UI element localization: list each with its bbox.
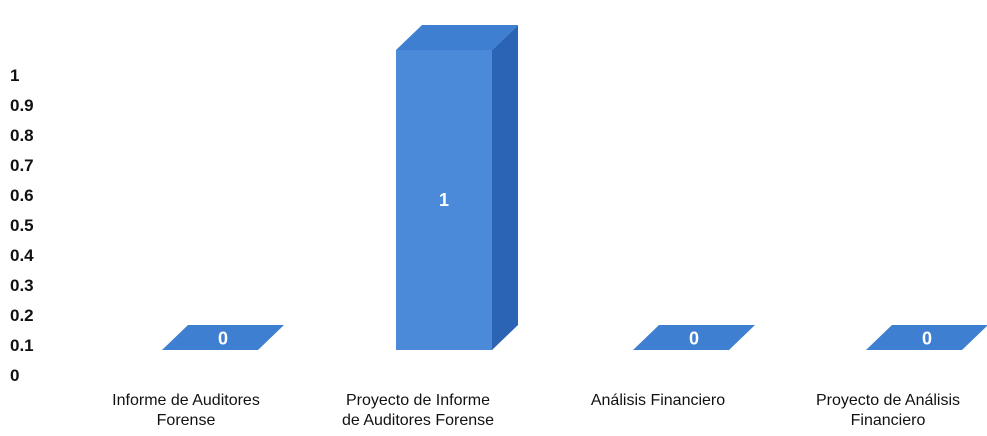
data-label: 0 xyxy=(689,329,699,349)
data-label: 0 xyxy=(922,329,932,349)
bar-top xyxy=(162,325,284,350)
y-tick-label: 0.1 xyxy=(10,336,34,355)
y-tick-label: 0.3 xyxy=(10,276,34,295)
y-tick-label: 0.5 xyxy=(10,216,34,235)
y-tick-label: 0.6 xyxy=(10,186,34,205)
bar-side xyxy=(492,25,518,350)
bar-top xyxy=(396,25,518,50)
y-tick-label: 0.4 xyxy=(10,246,34,265)
y-tick-label: 1 xyxy=(10,66,19,85)
y-tick-label: 0.7 xyxy=(10,156,34,175)
y-tick-label: 0.2 xyxy=(10,306,34,325)
bar: 1 xyxy=(396,25,518,350)
bar-top xyxy=(633,325,755,350)
y-tick-label: 0.8 xyxy=(10,126,34,145)
bar-top xyxy=(866,325,987,350)
bar: 0 xyxy=(866,325,987,350)
y-tick-label: 0.9 xyxy=(10,96,34,115)
bar: 0 xyxy=(162,325,284,350)
x-category-label: Proyecto de Análisis Financiero xyxy=(816,392,960,429)
x-axis: Informe de Auditores Forense Proyecto de I… xyxy=(112,392,960,429)
bars: 0 1 0 0 xyxy=(162,25,987,350)
x-category-label: Análisis Financiero xyxy=(591,392,725,409)
bar-front xyxy=(396,50,492,350)
data-label: 0 xyxy=(218,329,228,349)
x-category-label: Informe de Auditores Forense xyxy=(112,392,260,429)
bar: 0 xyxy=(633,325,755,350)
data-label: 1 xyxy=(439,190,449,210)
y-axis: 0 0.1 0.2 0.3 0.4 0.5 0.6 0.7 0.8 0.9 1 xyxy=(10,66,34,385)
y-tick-label: 0 xyxy=(10,366,19,385)
x-category-label: Proyecto de Informe de Auditores Forense xyxy=(342,392,494,429)
